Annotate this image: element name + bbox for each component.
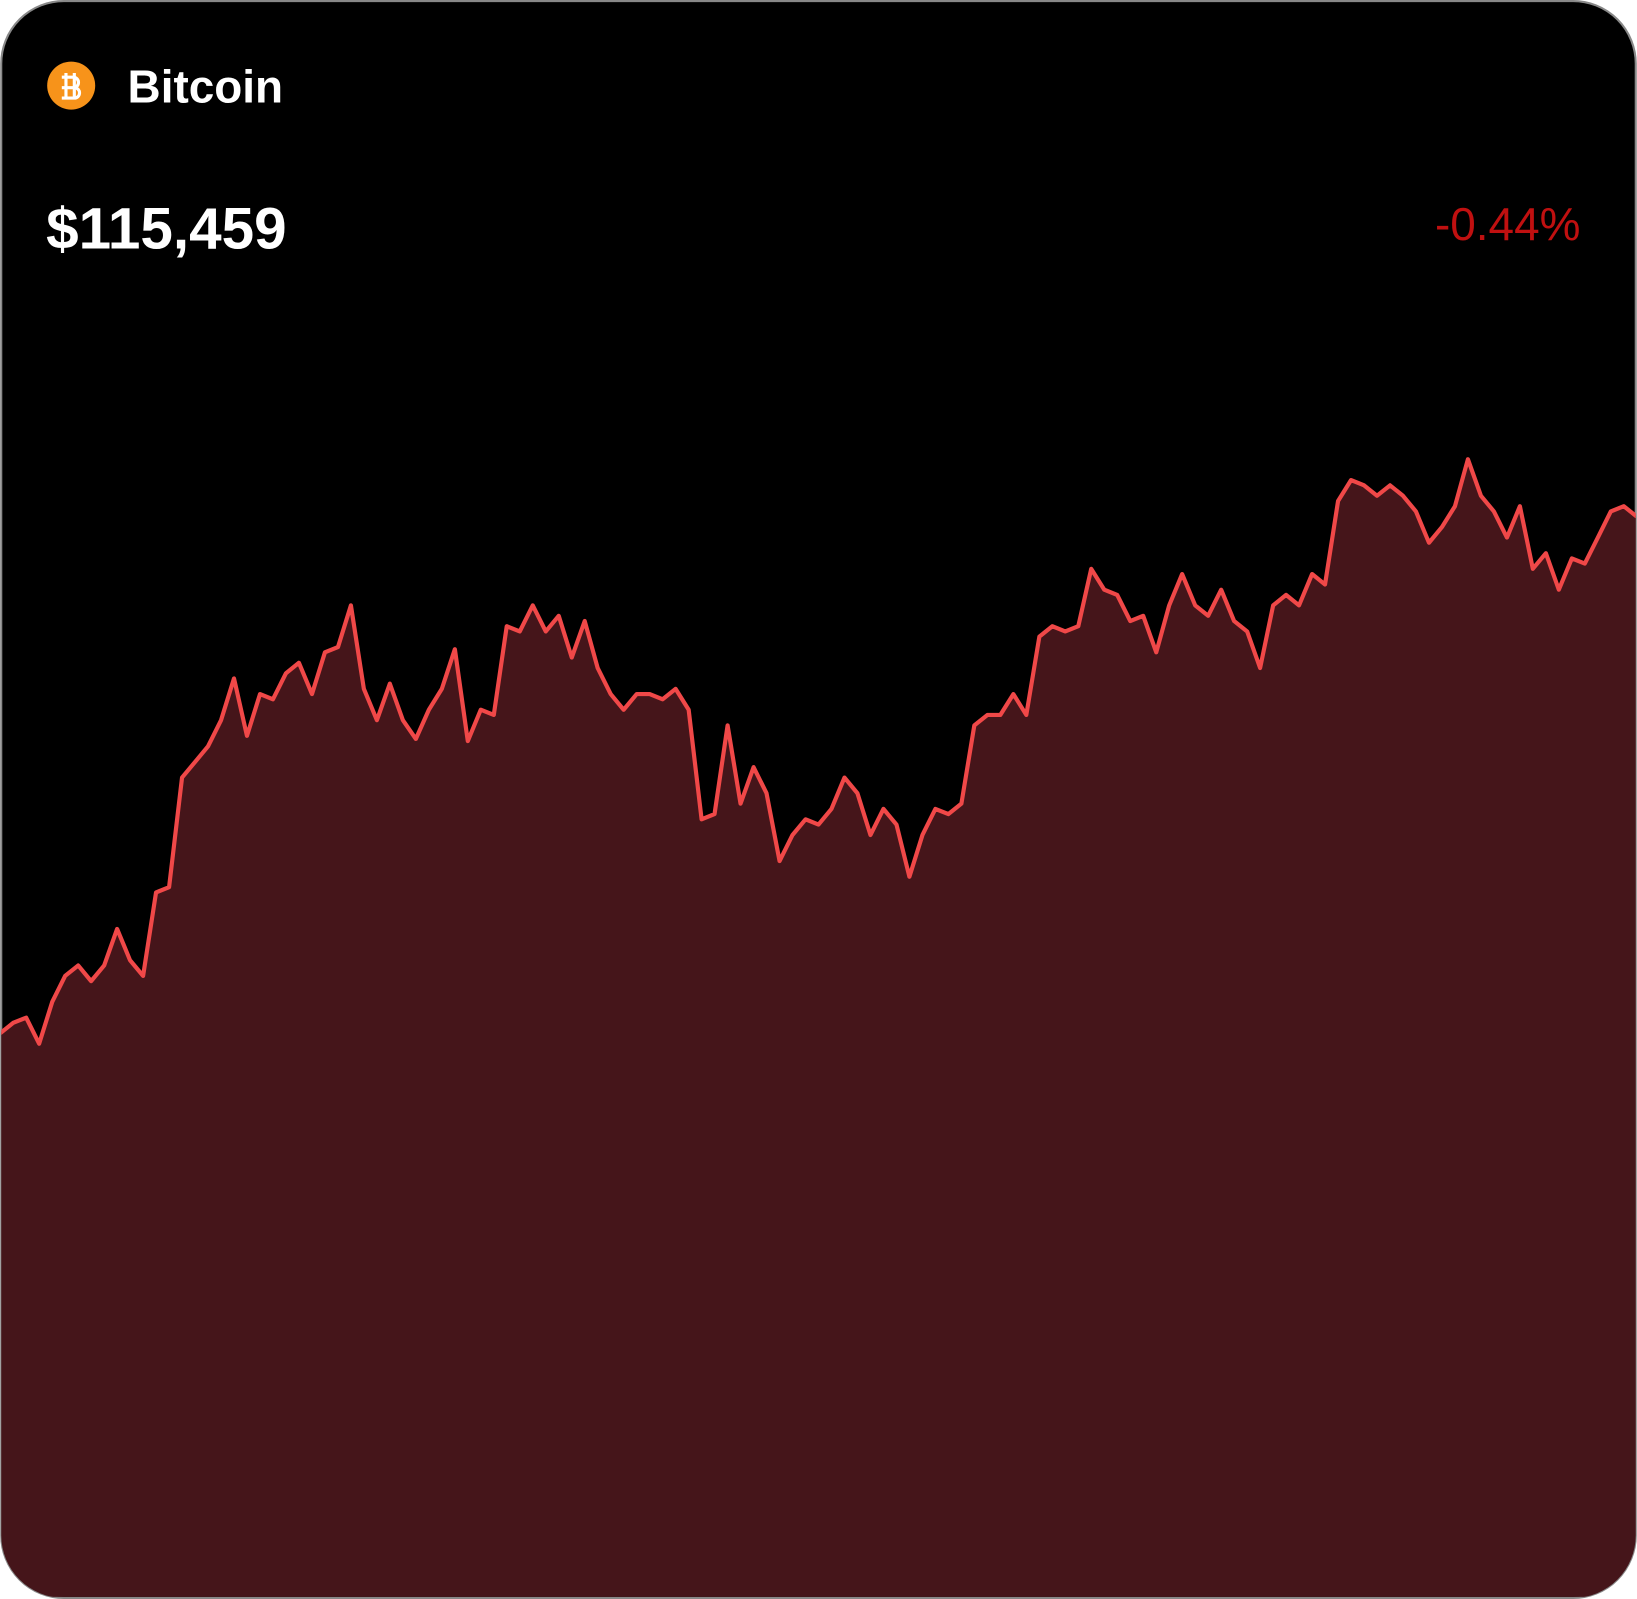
coin-symbol — [61, 73, 82, 100]
coin-icon — [47, 61, 96, 110]
plot — [1, 457, 1636, 1597]
line — [1, 457, 1636, 1046]
coin-name: Bitcoin — [128, 60, 284, 112]
area — [1, 459, 1636, 1597]
price: $115,459 — [46, 196, 287, 261]
change: -0.44% — [1435, 198, 1580, 250]
